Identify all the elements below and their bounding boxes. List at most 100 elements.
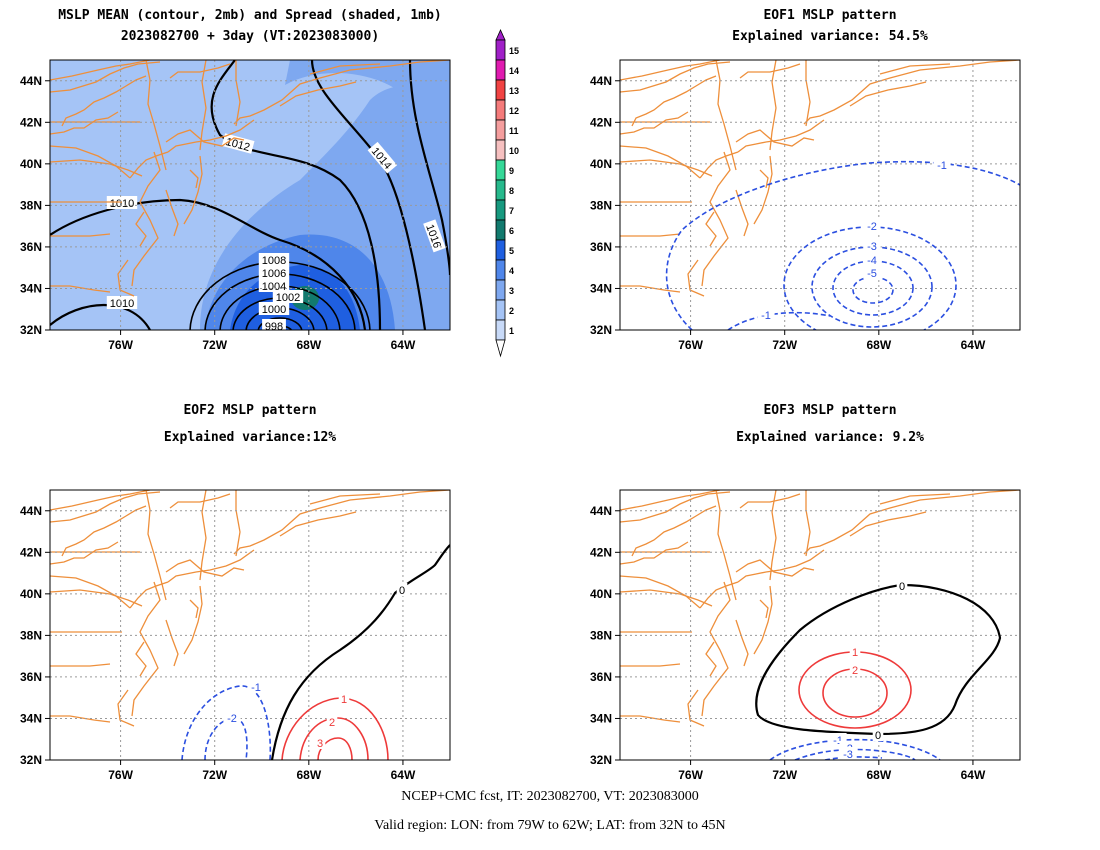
coastline-group bbox=[620, 60, 1020, 297]
eof1-contour-label: -3 bbox=[867, 241, 877, 253]
panel4-title: EOF3 MSLP pattern Explained variance: 9.… bbox=[620, 403, 1040, 445]
colorbar-top-arrow bbox=[495, 29, 506, 41]
coastline-segment bbox=[50, 589, 143, 607]
colorbar-swatch bbox=[495, 319, 506, 341]
contour-label-group: 1006 bbox=[258, 266, 290, 280]
contour-label-bg bbox=[933, 158, 951, 171]
eof2-contours: -1 -2 0 123 bbox=[181, 544, 450, 760]
y-tick-label: 44N bbox=[20, 74, 42, 88]
colorbar-swatch bbox=[495, 119, 506, 141]
y-tick-label: 38N bbox=[590, 628, 612, 642]
coastline-segment bbox=[183, 585, 203, 655]
coastline-segment bbox=[739, 63, 801, 79]
mean-contour-label: 998 bbox=[265, 321, 283, 333]
eof1-contour-minus3 bbox=[811, 246, 933, 328]
eof2-contour-label: 1 bbox=[341, 694, 347, 706]
coastline-segment bbox=[735, 559, 815, 577]
contour-label-group: 998 bbox=[262, 319, 286, 333]
contour-1012 bbox=[210, 60, 382, 330]
coastline-segment bbox=[620, 233, 681, 237]
x-tick-label: 68W bbox=[296, 338, 321, 352]
coastline-segment bbox=[879, 63, 951, 75]
eof1-contour-minus4 bbox=[832, 260, 914, 316]
panel-frame bbox=[619, 59, 1021, 331]
colorbar-label: 8 bbox=[509, 186, 514, 196]
y-tick-label: 44N bbox=[590, 504, 612, 518]
eof2-contour-label: 3 bbox=[317, 738, 323, 750]
x-tick-label: 76W bbox=[108, 338, 133, 352]
panel1-title: MSLP MEAN (contour, 2mb) and Spread (sha… bbox=[30, 8, 470, 44]
spread-shading bbox=[50, 60, 450, 330]
eof1-contour-label: -1 bbox=[937, 160, 947, 172]
contour-label-group: 1002 bbox=[272, 290, 304, 304]
contour-1016 bbox=[408, 60, 450, 276]
coastline-segment bbox=[620, 60, 721, 81]
coastline-segment bbox=[687, 689, 705, 727]
coastline-segment bbox=[769, 490, 777, 581]
contour-label-bg bbox=[863, 219, 881, 232]
coastline-segment bbox=[145, 490, 167, 601]
colorbar-label: 3 bbox=[509, 286, 514, 296]
panel-eof1: 76W 72W 68W 64W44N42N40N38N36N34N32N-1-2-3-… bbox=[590, 59, 1021, 352]
contour-label-bg bbox=[314, 736, 326, 749]
panel-frame bbox=[49, 59, 451, 331]
contour-label-bg bbox=[338, 692, 350, 705]
coastline-segment bbox=[735, 129, 815, 147]
eof2-contour-plus1 bbox=[281, 697, 389, 760]
coastline-segment bbox=[737, 119, 825, 153]
coastline-segment bbox=[279, 81, 357, 107]
y-tick-label: 36N bbox=[590, 670, 612, 684]
coastline-segment bbox=[61, 505, 147, 557]
coastline-group bbox=[50, 490, 450, 727]
coastline-segment bbox=[199, 60, 207, 151]
eof2-contour-minus1 bbox=[181, 685, 272, 760]
colorbar-label: 5 bbox=[509, 246, 514, 256]
coastline-segment bbox=[620, 663, 681, 667]
coastline-segment bbox=[131, 151, 161, 287]
colorbar-swatch bbox=[495, 179, 506, 201]
colorbar-label: 15 bbox=[509, 46, 519, 56]
coastline-segment bbox=[805, 490, 811, 557]
y-tick-label: 36N bbox=[20, 670, 42, 684]
eof2-contour-zero bbox=[270, 544, 450, 760]
contour-label-bg bbox=[223, 711, 241, 724]
coastline-segment bbox=[620, 541, 689, 565]
panel3-title-line2: Explained variance:12% bbox=[163, 430, 337, 445]
coastline-segment bbox=[879, 493, 951, 505]
colorbar-label: 4 bbox=[509, 266, 514, 276]
coastline-segment bbox=[145, 60, 167, 171]
eof1-contour-label: -4 bbox=[867, 255, 877, 267]
contour-label-bg bbox=[396, 583, 408, 596]
colorbar-swatch bbox=[495, 299, 506, 321]
eof2-contour-label: -1 bbox=[251, 682, 261, 694]
contour-label-bg bbox=[262, 319, 286, 332]
panel-frame bbox=[619, 489, 1021, 761]
coastline-segment bbox=[50, 541, 119, 565]
contour-label-bg bbox=[221, 133, 255, 154]
panel1-title-line1: MSLP MEAN (contour, 2mb) and Spread (sha… bbox=[58, 8, 442, 23]
eof3-contour-label: -3 bbox=[843, 749, 853, 761]
colorbar-swatch bbox=[495, 99, 506, 121]
coastline-segment bbox=[169, 63, 231, 79]
y-tick-label: 40N bbox=[590, 587, 612, 601]
colorbar: 15 14 13 12 11 10 9 8 7 6 5 4 3 2 1 bbox=[495, 29, 519, 358]
eof1-contour-label: -5 bbox=[867, 268, 877, 280]
mean-contour-label: 1002 bbox=[276, 292, 300, 304]
coastline-segment bbox=[183, 155, 203, 225]
coastline-segment bbox=[701, 151, 731, 287]
x-tick-label: 72W bbox=[202, 338, 227, 352]
coastline-segment bbox=[189, 169, 199, 189]
y-tick-label: 38N bbox=[20, 628, 42, 642]
eof1-contour-label: -2 bbox=[867, 221, 877, 233]
contour-label-bg bbox=[849, 645, 861, 658]
grid-lines bbox=[50, 60, 450, 330]
coastline-group bbox=[620, 490, 1020, 727]
y-tick-label: 42N bbox=[20, 545, 42, 559]
x-tick-label: 68W bbox=[866, 768, 891, 782]
y-tick-label: 32N bbox=[590, 753, 612, 767]
contour-label-group: 1010 bbox=[106, 296, 138, 310]
coastline-segment bbox=[117, 259, 135, 297]
panel-mslp-mean: 1014101210101016100810061004100210009981… bbox=[20, 59, 451, 352]
x-tick-label: 64W bbox=[391, 338, 416, 352]
